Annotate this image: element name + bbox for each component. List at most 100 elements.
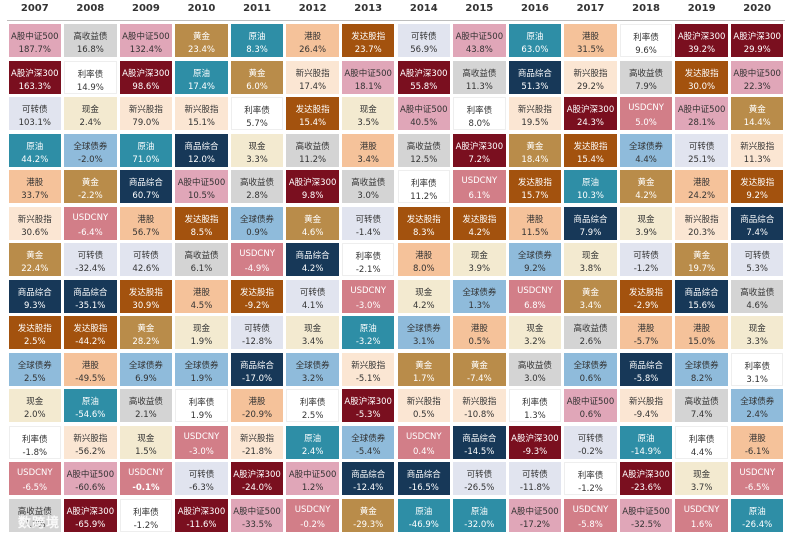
asset-name: 利率债 — [299, 398, 326, 408]
asset-cell: 黄金 19.7% — [675, 243, 728, 276]
asset-name: 黄金 — [304, 214, 322, 225]
asset-return: 8.5% — [190, 227, 213, 238]
asset-cell: USDCNY -4.9% — [230, 243, 284, 276]
asset-name: 利率债 — [466, 106, 493, 116]
asset-name: 全球债券 — [351, 433, 386, 444]
asset-name: 高收益债 — [629, 68, 664, 79]
asset-cell: 发达股指 23.7% — [341, 24, 395, 57]
asset-name: A股沪深300 — [233, 470, 281, 480]
year-header: 2016 — [521, 3, 549, 14]
asset-return: 3.0% — [524, 373, 546, 384]
asset-return: -4.9% — [244, 264, 270, 274]
asset-name: 港股 — [470, 324, 488, 334]
asset-name: 港股 — [137, 214, 155, 225]
asset-return: 4.2% — [301, 264, 324, 274]
asset-cell: 利率债 -2.1% — [341, 243, 395, 276]
asset-name: 发达股指 — [351, 32, 386, 42]
asset-name: A股中证500 — [11, 32, 59, 42]
asset-return: 11.5% — [521, 227, 549, 238]
asset-name: 黄金 — [748, 105, 766, 115]
asset-cell: 高收益债 2.6% — [564, 316, 617, 349]
asset-cell: 全球债券 6.9% — [119, 352, 173, 386]
asset-return: 28.2% — [132, 337, 160, 347]
year-header: 2018 — [632, 3, 660, 14]
asset-name: 可转债 — [355, 214, 381, 225]
asset-cell: 现金 3.2% — [508, 316, 562, 349]
asset-name: 发达股指 — [684, 68, 719, 79]
asset-return: 10.5% — [187, 191, 215, 201]
asset-cell: USDCNY 1.6% — [675, 498, 728, 532]
asset-name: 高收益债 — [740, 287, 775, 298]
asset-cell: 黄金 23.4% — [175, 24, 228, 57]
asset-cell: A股中证500 0.6% — [564, 389, 617, 422]
asset-name: A股中证500 — [455, 32, 504, 42]
asset-return: -9.2% — [244, 300, 270, 311]
asset-return: 9.8% — [301, 191, 324, 201]
asset-name: A股沪深300 — [677, 32, 726, 42]
asset-return: -0.2% — [300, 519, 325, 530]
asset-cell: 原油 8.3% — [230, 24, 284, 57]
asset-cell: 现金 2.0% — [8, 389, 62, 422]
asset-name: A股沪深300 — [122, 68, 170, 79]
asset-return: -46.9% — [408, 519, 439, 530]
asset-name: USDCNY — [739, 468, 776, 478]
asset-cell: 原油 63.0% — [508, 24, 562, 57]
asset-cell: USDCNY -6.4% — [64, 206, 117, 240]
asset-cell: 全球债券 4.4% — [619, 133, 673, 167]
asset-name: 发达股指 — [17, 324, 52, 334]
asset-cell: 黄金 6.0% — [230, 60, 284, 94]
asset-return: 4.4% — [690, 447, 713, 458]
asset-return: 15.4% — [576, 154, 604, 165]
asset-cell: 现金 3.5% — [341, 97, 395, 130]
asset-cell: USDCNY -5.8% — [564, 498, 617, 532]
year-header: 2017 — [576, 3, 605, 14]
asset-name: 利率债 — [688, 434, 715, 445]
asset-cell: A股中证500 -33.5% — [230, 498, 284, 532]
asset-cell: 黄金 4.2% — [619, 170, 673, 203]
asset-return: -35.1% — [75, 300, 106, 311]
asset-cell: 商品综合 -14.5% — [453, 425, 506, 459]
asset-cell: 利率债 3.1% — [730, 352, 784, 386]
asset-name: 商品综合 — [573, 214, 608, 225]
asset-name: 高收益债 — [351, 178, 386, 188]
asset-cell: A股中证500 132.4% — [119, 24, 173, 57]
asset-return: 1.5% — [135, 446, 157, 457]
asset-name: A股沪深300 — [566, 105, 615, 115]
asset-name: 全球债券 — [406, 324, 441, 334]
asset-name: 利率债 — [355, 252, 381, 262]
asset-cell: A股中证500 -32.5% — [619, 498, 673, 532]
asset-cell: USDCNY -3.0% — [175, 425, 228, 459]
asset-return: -49.5% — [75, 373, 106, 384]
asset-return: 6.1% — [468, 191, 491, 201]
asset-name: 利率债 — [133, 507, 159, 518]
asset-name: USDCNY — [628, 103, 664, 113]
asset-return: 163.3% — [18, 81, 51, 92]
asset-name: 新兴股指 — [684, 214, 719, 225]
asset-cell: 现金 3.3% — [230, 133, 284, 167]
asset-name: 原油 — [359, 324, 377, 334]
asset-cell: A股沪深300 -65.9% — [64, 498, 117, 532]
asset-name: 发达股指 — [462, 214, 497, 225]
asset-name: 可转债 — [133, 251, 159, 261]
asset-return: -44.2% — [75, 337, 106, 347]
asset-cell: 发达股指 -44.2% — [64, 316, 117, 349]
asset-name: 利率债 — [522, 398, 548, 408]
asset-cell: 黄金 28.2% — [119, 316, 173, 349]
asset-name: A股中证500 — [622, 506, 670, 517]
asset-return: 18.1% — [354, 81, 382, 92]
asset-name: 港股 — [81, 360, 99, 371]
asset-cell: 黄金 3.4% — [564, 279, 617, 313]
asset-return: 2.5% — [23, 337, 46, 347]
asset-name: 发达股指 — [573, 141, 608, 152]
asset-name: 高收益债 — [406, 141, 441, 152]
asset-return: 3.8% — [579, 264, 602, 274]
asset-cell: 利率债 1.9% — [175, 389, 228, 422]
asset-return: -5.8% — [633, 373, 659, 384]
asset-return: 24.2% — [688, 191, 716, 201]
asset-name: 可转债 — [577, 433, 604, 444]
asset-name: 发达股指 — [184, 214, 219, 225]
asset-return: 4.2% — [412, 300, 435, 311]
asset-cell: 新兴股指 15.1% — [175, 97, 228, 130]
asset-name: 可转债 — [633, 251, 659, 261]
asset-cell: 商品综合 -35.1% — [64, 279, 117, 313]
